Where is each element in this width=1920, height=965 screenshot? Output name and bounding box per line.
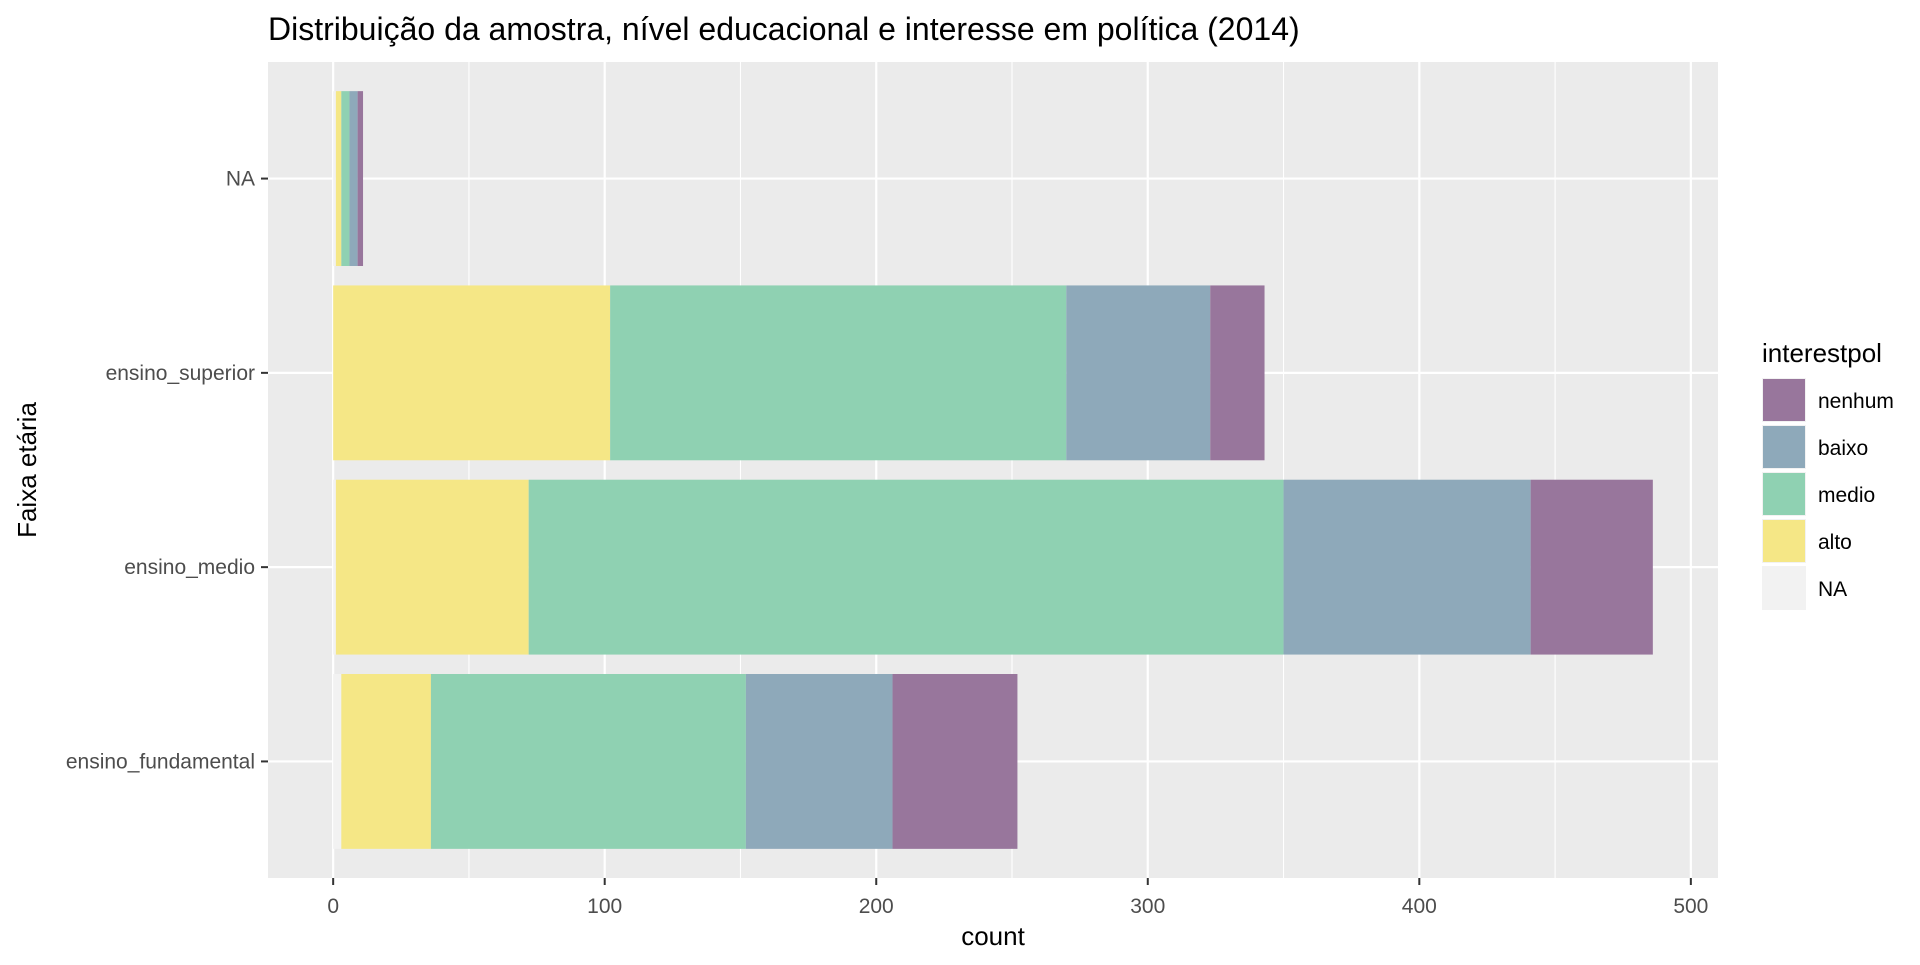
legend-key-nenhum: [1763, 379, 1805, 421]
legend-label-baixo: baixo: [1818, 437, 1868, 460]
bar-segment-alto-ensino_superior: [333, 285, 611, 461]
legend: interestpol nenhum baixo medio alto NA: [1762, 338, 1894, 610]
legend-key-medio: [1763, 473, 1805, 515]
x-tick-label: 500: [1673, 895, 1708, 918]
bar-segment-baixo-ensino_medio: [1283, 479, 1531, 655]
bar-segment-alto-ensino_fundamental: [341, 674, 431, 849]
bar-segment-alto-ensino_medio: [335, 479, 529, 655]
y-tick-label: NA: [226, 168, 255, 191]
legend-title: interestpol: [1762, 338, 1882, 368]
bar-segment-medio-ensino_fundamental: [430, 674, 746, 849]
x-tick-label: 0: [327, 895, 339, 918]
legend-key-na: [1763, 567, 1805, 609]
x-tick-label: 400: [1402, 895, 1437, 918]
bar-segment-nenhum-ensino_medio: [1530, 479, 1653, 655]
bar-segment-na-na: [333, 91, 336, 267]
bar-segment-nenhum-ensino_superior: [1210, 285, 1265, 461]
legend-label-alto: alto: [1818, 531, 1852, 554]
chart-title: Distribuição da amostra, nível educacion…: [268, 11, 1300, 47]
bar-segment-medio-na: [341, 91, 350, 267]
bar-segment-alto-na: [335, 91, 342, 267]
bar-segment-nenhum-na: [357, 91, 364, 267]
legend-label-nenhum: nenhum: [1818, 390, 1894, 413]
y-tick-label: ensino_fundamental: [66, 750, 255, 773]
x-axis-title: count: [961, 921, 1025, 951]
bar-segment-na-ensino_medio: [333, 479, 336, 655]
bar-segment-na-ensino_fundamental: [333, 674, 342, 849]
legend-label-na: NA: [1818, 578, 1847, 601]
bar-segment-baixo-na: [349, 91, 358, 267]
y-axis: ensino_fundamental ensino_medio ensino_sup…: [66, 168, 268, 773]
bar-segment-medio-ensino_superior: [610, 285, 1067, 461]
bar-segment-baixo-ensino_superior: [1066, 285, 1211, 461]
y-tick-label: ensino_medio: [124, 556, 255, 579]
y-axis-title: Faixa etária: [12, 402, 42, 538]
x-tick-label: 100: [587, 895, 622, 918]
bar-stacks: [333, 91, 1653, 849]
legend-key-baixo: [1763, 426, 1805, 468]
bar-segment-medio-ensino_medio: [528, 479, 1284, 655]
bar-segment-baixo-ensino_fundamental: [745, 674, 893, 849]
x-axis: 0 100 200 300 400 500: [327, 878, 1708, 918]
x-tick-label: 300: [1130, 895, 1165, 918]
legend-items: nenhum baixo medio alto NA: [1762, 378, 1894, 610]
bar-segment-nenhum-ensino_fundamental: [892, 674, 1018, 849]
legend-label-medio: medio: [1818, 484, 1875, 507]
x-tick-label: 200: [859, 895, 894, 918]
legend-key-alto: [1763, 520, 1805, 562]
y-tick-label: ensino_superior: [106, 362, 255, 385]
